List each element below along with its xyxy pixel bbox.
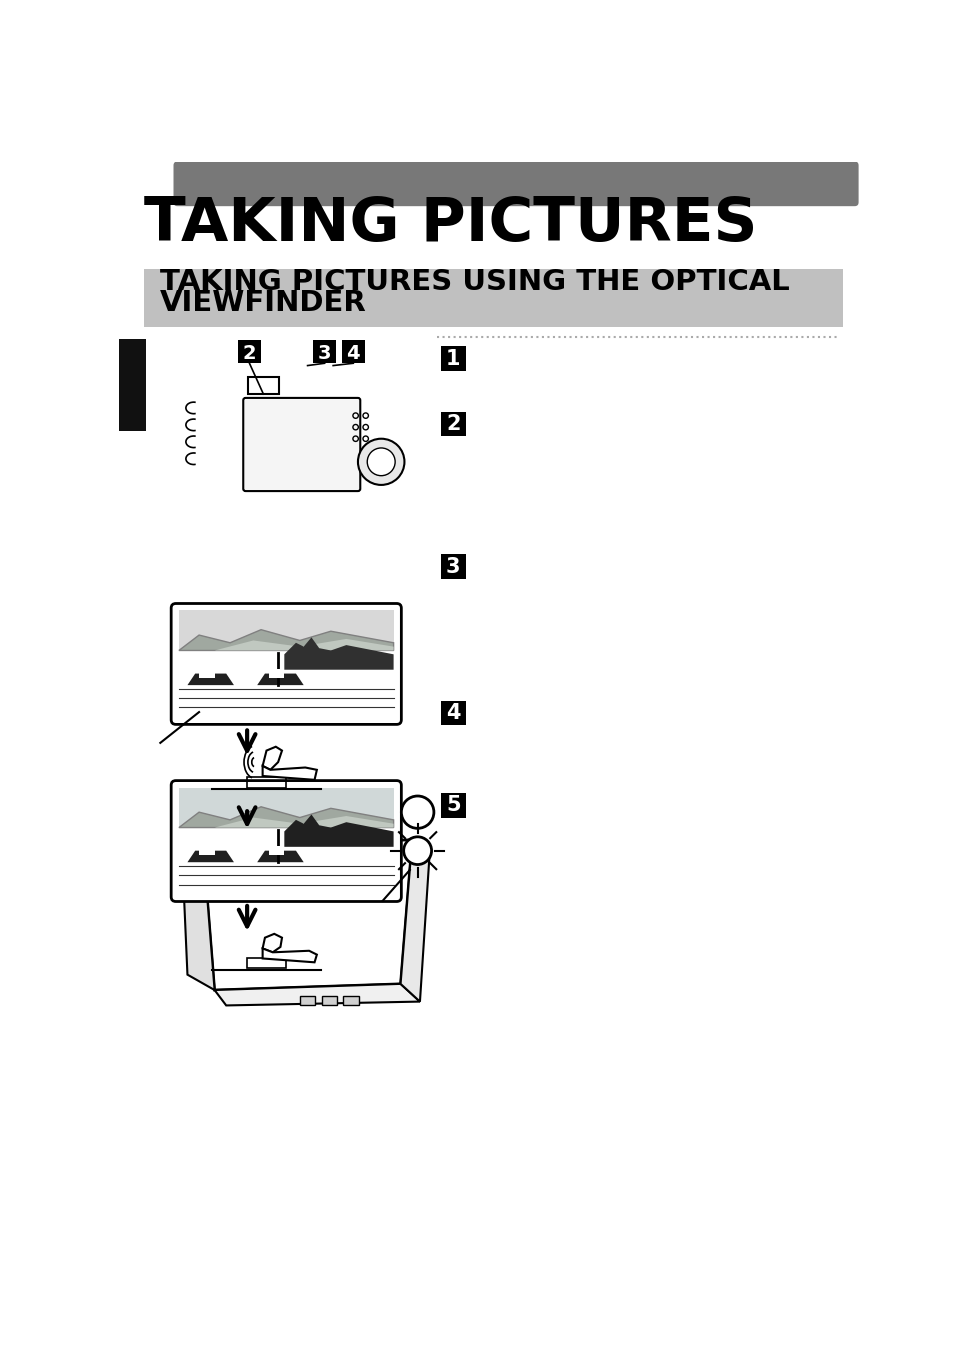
Bar (341, 341, 365, 363)
Circle shape (357, 439, 404, 485)
Polygon shape (299, 996, 315, 1005)
Bar (440, 793, 465, 817)
Polygon shape (187, 673, 233, 685)
Bar (237, 341, 261, 363)
Polygon shape (262, 747, 282, 770)
Text: 4: 4 (446, 703, 460, 723)
Bar (179, 611, 394, 650)
Text: 4: 4 (346, 343, 359, 363)
Bar (179, 668, 394, 713)
Text: VIEWFINDER: VIEWFINDER (159, 289, 366, 318)
Polygon shape (214, 984, 419, 1005)
Bar (247, 777, 286, 787)
Bar (248, 377, 278, 394)
Circle shape (367, 448, 395, 475)
FancyBboxPatch shape (171, 781, 401, 902)
Polygon shape (179, 630, 394, 650)
Polygon shape (262, 766, 316, 779)
Bar (119, 339, 146, 431)
Bar (440, 412, 465, 436)
Polygon shape (181, 833, 214, 991)
Polygon shape (343, 996, 358, 1005)
Polygon shape (257, 673, 303, 685)
Text: 1: 1 (446, 349, 460, 369)
Bar (313, 341, 335, 363)
Bar (269, 847, 284, 855)
Polygon shape (262, 949, 316, 962)
FancyBboxPatch shape (173, 162, 858, 206)
Text: 2: 2 (446, 415, 460, 435)
Bar (269, 669, 284, 678)
Text: 5: 5 (445, 795, 460, 816)
Polygon shape (284, 814, 394, 847)
Polygon shape (257, 851, 303, 863)
Bar (440, 555, 465, 579)
Bar (199, 847, 214, 855)
FancyBboxPatch shape (243, 398, 360, 491)
Polygon shape (214, 816, 394, 828)
Bar (440, 700, 465, 725)
Bar (199, 669, 214, 678)
Polygon shape (400, 840, 430, 1001)
FancyBboxPatch shape (171, 603, 401, 724)
Polygon shape (187, 851, 233, 863)
Bar (440, 346, 465, 371)
Polygon shape (214, 639, 394, 650)
Text: TAKING PICTURES USING THE OPTICAL: TAKING PICTURES USING THE OPTICAL (159, 268, 788, 296)
Circle shape (403, 837, 431, 864)
Polygon shape (179, 806, 394, 828)
Bar (247, 958, 286, 969)
Bar (144, 269, 842, 327)
Text: TAKING PICTURES: TAKING PICTURES (144, 195, 757, 254)
Bar (179, 787, 394, 828)
Polygon shape (321, 996, 336, 1005)
Bar (179, 844, 394, 891)
Circle shape (401, 795, 434, 828)
Text: 3: 3 (446, 556, 460, 576)
Polygon shape (203, 840, 412, 991)
Text: 3: 3 (317, 343, 331, 363)
Polygon shape (262, 934, 282, 953)
Polygon shape (284, 638, 394, 670)
Text: 2: 2 (242, 343, 256, 363)
